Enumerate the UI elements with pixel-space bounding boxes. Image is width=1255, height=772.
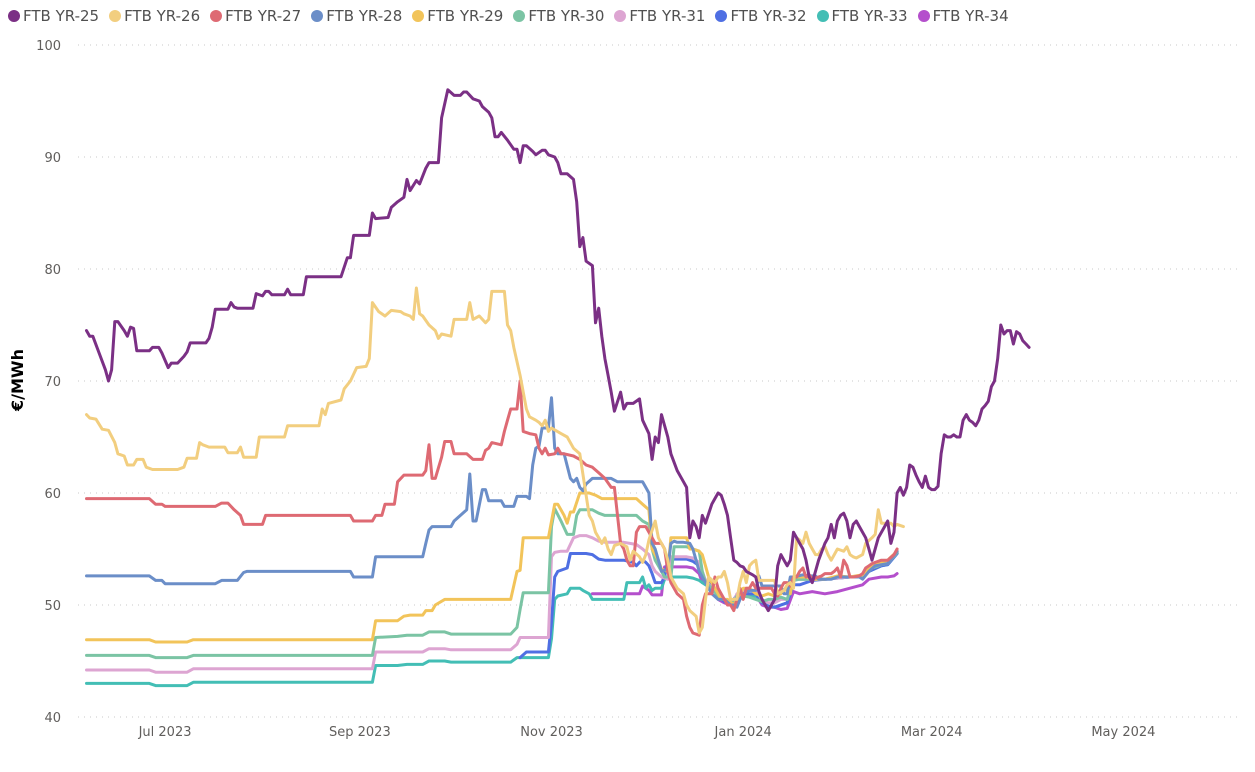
series-line-ftb-yr-31[interactable]	[85, 534, 899, 674]
y-tick-label: 80	[44, 263, 61, 278]
legend-dot-icon	[412, 10, 425, 22]
legend-dot-icon	[917, 10, 930, 22]
series-lines	[85, 88, 1031, 688]
y-tick-label: 90	[44, 151, 61, 166]
legend-dot-icon	[109, 10, 122, 22]
legend-dot-icon	[210, 10, 223, 22]
legend-item[interactable]: FTB YR-29	[412, 7, 503, 25]
x-tick-label: May 2024	[1091, 725, 1155, 740]
chart-legend: FTB YR-25 FTB YR-26 FTB YR-27 FTB YR-28 FTB …	[8, 4, 1019, 28]
legend-item[interactable]: FTB YR-32	[715, 7, 807, 25]
y-tick-label: 100	[36, 39, 61, 54]
series-line-ftb-yr-26[interactable]	[85, 286, 905, 635]
x-tick-label: Mar 2024	[901, 725, 963, 740]
legend-item[interactable]: FTB YR-30	[513, 7, 604, 25]
y-axis-title: €/MWh	[8, 349, 27, 412]
legend-label: FTB YR-32	[730, 7, 807, 25]
legend-item[interactable]: FTB YR-26	[109, 7, 200, 25]
legend-label: FTB YR-30	[528, 7, 605, 25]
legend-dot-icon	[513, 10, 526, 22]
legend-label: FTB YR-25	[23, 7, 100, 25]
legend-item[interactable]: FTB YR-31	[614, 7, 705, 25]
series-line-ftb-yr-25[interactable]	[85, 88, 1031, 613]
legend-item[interactable]: FTB YR-28	[311, 7, 402, 25]
y-tick-label: 50	[44, 599, 61, 614]
y-tick-label: 40	[44, 711, 61, 726]
legend-item[interactable]: FTB YR-27	[210, 7, 301, 25]
y-tick-label: 60	[44, 487, 61, 502]
legend-item[interactable]: FTB YR-33	[816, 7, 908, 25]
x-tick-label: Sep 2023	[329, 725, 391, 740]
legend-dot-icon	[8, 10, 20, 22]
x-axis-ticks: Jul 2023 Sep 2023 Nov 2023 Jan 2024 Mar 2024…	[138, 725, 1156, 740]
x-tick-label: Nov 2023	[520, 725, 583, 740]
y-tick-label: 70	[44, 375, 61, 390]
legend-label: FTB YR-27	[225, 7, 302, 25]
legend-label: FTB YR-31	[629, 7, 706, 25]
x-tick-label: Jul 2023	[138, 725, 192, 740]
legend-dot-icon	[715, 10, 728, 22]
legend-label: FTB YR-28	[326, 7, 403, 25]
series-line-ftb-yr-28[interactable]	[85, 396, 899, 609]
legend-item[interactable]: FTB YR-34	[917, 7, 1009, 25]
legend-dot-icon	[816, 10, 829, 22]
series-line-ftb-yr-29[interactable]	[85, 491, 899, 644]
legend-label: FTB YR-34	[932, 7, 1009, 25]
legend-label: FTB YR-29	[427, 7, 504, 25]
series-line-ftb-yr-27[interactable]	[85, 379, 899, 637]
legend-dot-icon	[614, 10, 627, 22]
legend-label: FTB YR-26	[124, 7, 201, 25]
gridlines	[78, 44, 1240, 718]
legend-dot-icon	[311, 10, 324, 22]
x-tick-label: Jan 2024	[714, 725, 772, 740]
legend-label: FTB YR-33	[831, 7, 908, 25]
legend-item[interactable]: FTB YR-25	[8, 7, 99, 25]
y-axis-ticks: 40 50 60 70 80 90 100	[36, 39, 61, 726]
